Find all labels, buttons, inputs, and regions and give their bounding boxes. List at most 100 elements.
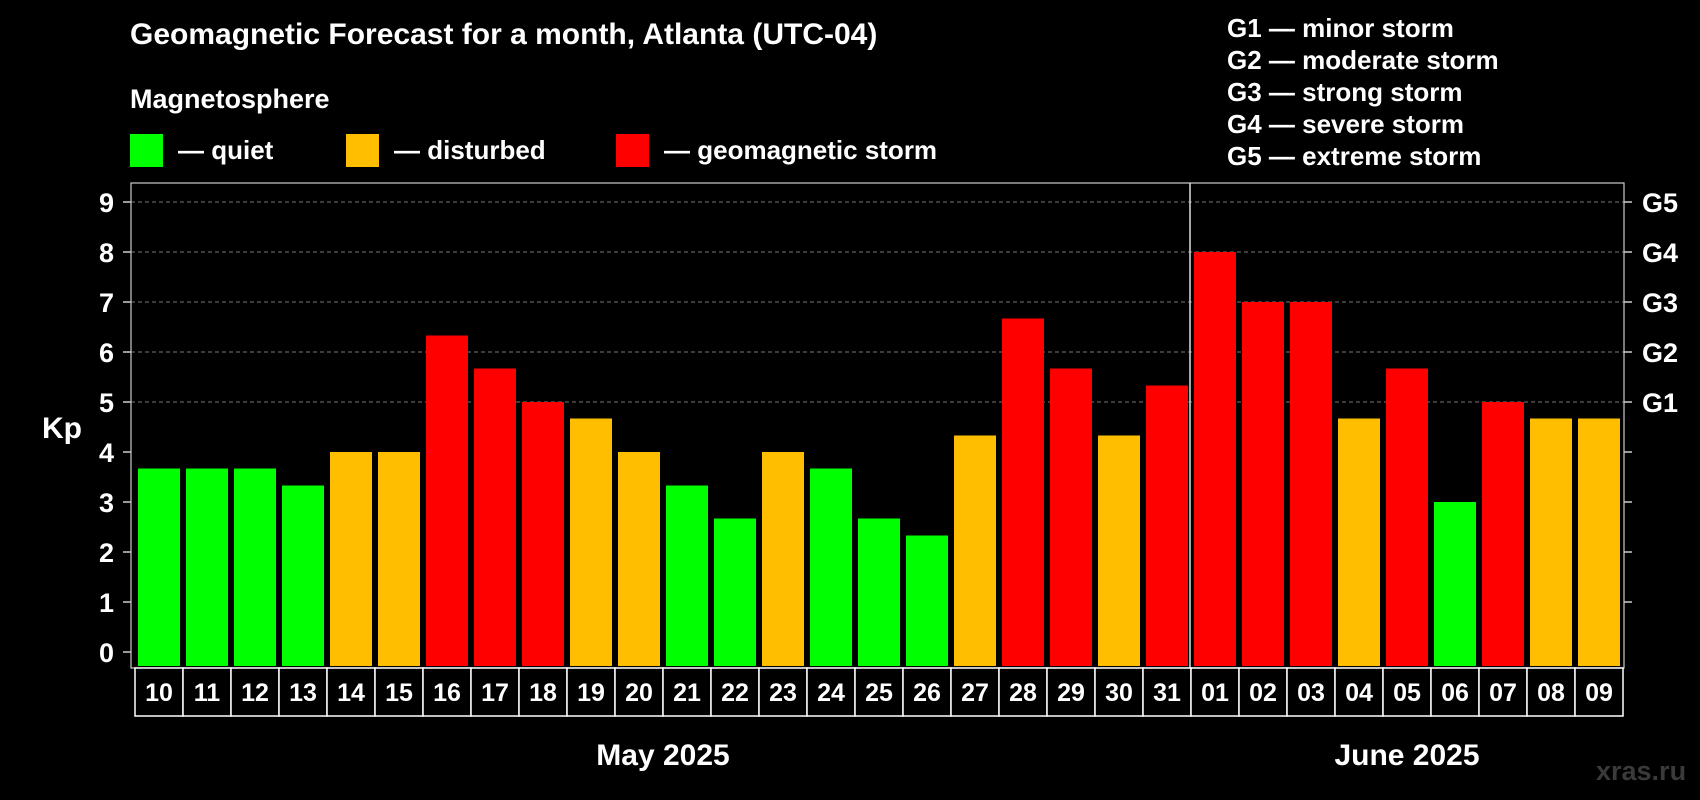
kp-bar [1290,302,1332,666]
kp-bar [1098,435,1140,666]
y-tick-label: 8 [99,238,114,268]
storm-scale-g4: G4 — severe storm [1227,109,1465,139]
kp-bar [1194,252,1236,666]
date-cell [230,667,280,717]
storm-scale-g1: G1 — minor storm [1227,13,1454,43]
kp-bar [1386,368,1428,666]
date-cell [422,667,472,717]
date-cell [806,667,856,717]
y-tick-label: 0 [99,638,114,668]
legend-label-disturbed: — disturbed [394,135,546,165]
date-label: 21 [673,679,701,707]
y-tick-label: 3 [99,488,114,518]
legend-swatch-quiet [130,134,163,167]
kp-bar [474,368,516,666]
date-label: 01 [1201,679,1229,707]
date-label: 24 [817,679,845,707]
y-tick-label: 2 [99,538,114,568]
date-label: 23 [769,679,797,707]
kp-bar [1578,418,1620,666]
kp-bar [330,452,372,666]
date-cell [1094,667,1144,717]
legend-swatch-disturbed [346,134,379,167]
kp-bar [1050,368,1092,666]
date-label: 27 [961,679,989,707]
kp-bar [378,452,420,666]
kp-bar [1002,318,1044,666]
kp-bar [1146,385,1188,666]
date-label: 13 [289,679,317,707]
date-label: 03 [1297,679,1325,707]
date-label: 30 [1105,679,1133,707]
legend-swatch-storm [616,134,649,167]
date-cell [950,667,1000,717]
date-label: 14 [337,679,365,707]
kp-bar [906,535,948,666]
kp-bar [426,335,468,666]
date-label: 17 [481,679,509,707]
kp-bar [954,435,996,666]
month-label: June 2025 [1334,739,1479,772]
kp-bar [618,452,660,666]
date-cell [518,667,568,717]
storm-scale-g3: G3 — strong storm [1227,77,1463,107]
kp-bar [1434,502,1476,666]
date-label: 15 [385,679,413,707]
date-label: 04 [1345,679,1373,707]
kp-bar [522,402,564,666]
y-tick-label: 6 [99,338,114,368]
page-title: Geomagnetic Forecast for a month, Atlant… [130,18,878,51]
y-tick-label: 5 [99,388,114,418]
legend-label-storm: — geomagnetic storm [664,135,938,165]
date-label: 07 [1489,679,1517,707]
date-cell [278,667,328,717]
kp-bar [858,518,900,666]
date-label: 06 [1441,679,1469,707]
y-axis-title: Kp [42,412,82,445]
right-axis-label: G1 [1642,388,1678,418]
date-cell [1190,667,1240,717]
date-cell [662,667,712,717]
y-tick-label: 1 [99,588,114,618]
date-cell [1430,667,1480,717]
right-axis-label: G2 [1642,338,1678,368]
storm-scale-g5: G5 — extreme storm [1227,141,1482,171]
date-label: 08 [1537,679,1565,707]
watermark: xras.ru [1596,756,1687,786]
date-label: 18 [529,679,557,707]
date-cell [1046,667,1096,717]
month-label: May 2025 [596,739,729,772]
date-label: 22 [721,679,749,707]
date-label: 25 [865,679,893,707]
storm-scale-legend: G1 — minor storm G2 — moderate storm G3 … [1227,12,1499,172]
date-cell [1478,667,1528,717]
kp-bar [1338,418,1380,666]
kp-bar [1242,302,1284,666]
y-tick-label: 7 [99,288,114,318]
date-label: 10 [145,679,173,707]
date-cell [134,667,184,717]
date-label: 20 [625,679,653,707]
date-label: 19 [577,679,605,707]
date-label: 29 [1057,679,1085,707]
kp-bar [810,468,852,666]
y-tick-label: 4 [99,438,114,468]
kp-bar [570,418,612,666]
date-cell [566,667,616,717]
date-cell [758,667,808,717]
date-label: 12 [241,679,269,707]
legend-label-quiet: — quiet [178,135,274,165]
y-tick-label: 9 [99,188,114,218]
date-label: 05 [1393,679,1421,707]
date-label: 16 [433,679,461,707]
kp-bar [234,468,276,666]
date-label: 09 [1585,679,1613,707]
kp-bar [282,485,324,666]
kp-bar [1482,402,1524,666]
date-cell [326,667,376,717]
date-cell [854,667,904,717]
date-label: 02 [1249,679,1277,707]
date-cell [998,667,1048,717]
date-cell [1382,667,1432,717]
